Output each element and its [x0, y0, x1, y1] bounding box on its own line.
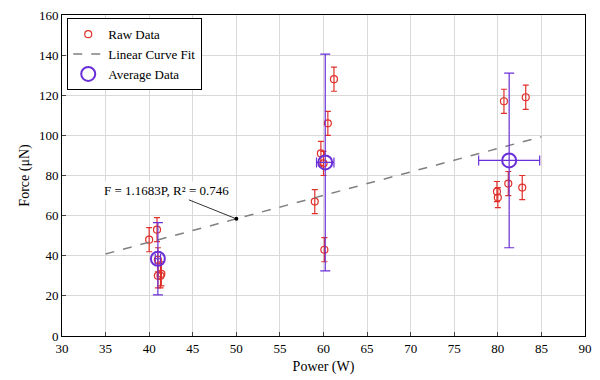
svg-text:85: 85: [535, 341, 548, 356]
svg-text:60: 60: [317, 341, 330, 356]
svg-text:140: 140: [39, 48, 59, 63]
svg-text:Average Data: Average Data: [108, 67, 179, 82]
svg-text:20: 20: [45, 288, 58, 303]
svg-text:0: 0: [52, 329, 59, 344]
svg-text:50: 50: [230, 341, 243, 356]
svg-text:F = 1.1683P, R² = 0.746: F = 1.1683P, R² = 0.746: [104, 183, 229, 198]
svg-text:65: 65: [361, 341, 374, 356]
svg-text:75: 75: [448, 341, 461, 356]
svg-text:35: 35: [99, 341, 112, 356]
svg-text:80: 80: [45, 168, 58, 183]
svg-text:55: 55: [273, 341, 286, 356]
svg-text:Raw Data: Raw Data: [108, 27, 160, 42]
svg-text:40: 40: [143, 341, 156, 356]
svg-text:40: 40: [45, 248, 58, 263]
svg-text:Force (μN): Force (μN): [17, 144, 33, 207]
svg-text:120: 120: [39, 88, 59, 103]
svg-text:70: 70: [404, 341, 417, 356]
svg-text:100: 100: [39, 128, 59, 143]
svg-text:30: 30: [56, 341, 69, 356]
svg-text:Power (W): Power (W): [293, 359, 355, 375]
svg-text:160: 160: [39, 8, 59, 23]
svg-text:Linear Curve Fit: Linear Curve Fit: [108, 47, 195, 62]
svg-text:60: 60: [45, 208, 58, 223]
svg-text:45: 45: [186, 341, 199, 356]
svg-text:80: 80: [491, 341, 504, 356]
svg-text:90: 90: [579, 341, 592, 356]
